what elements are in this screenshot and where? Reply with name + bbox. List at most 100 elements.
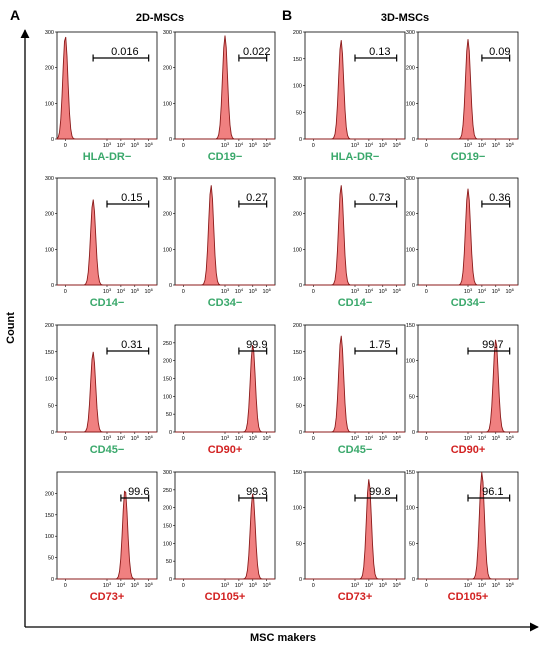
- group-title-3d: 3D-MSCs: [381, 12, 429, 24]
- y-tick-label: 250: [163, 488, 172, 494]
- histogram-3dmscs-cd90: 0 50 100 150 0 103 104 105 106 99.7 CD90+: [406, 323, 519, 456]
- y-tick-label: 100: [293, 247, 302, 253]
- x-tick-label: 104: [365, 141, 374, 149]
- histogram-2dmscs-cd14: 0 100 200 300 0 103 104 105 106 0.15 CD14−: [45, 176, 158, 309]
- panel-letter-b: B: [282, 7, 292, 23]
- histogram-peak: [418, 472, 518, 580]
- gate-percent-label: 0.27: [246, 192, 267, 204]
- plot-frame: [56, 31, 158, 140]
- y-tick-label: 0: [412, 283, 415, 289]
- x-tick-label: 103: [221, 141, 230, 149]
- marker-label: CD45−: [90, 444, 125, 456]
- x-tick-label: 106: [262, 434, 271, 442]
- x-tick-label: 104: [117, 287, 126, 295]
- y-tick-label: 200: [45, 323, 54, 329]
- histogram-3dmscs-cd73: 0 50 100 150 0 103 104 105 106 99.8 CD73+: [293, 470, 406, 603]
- x-tick-label: 105: [379, 434, 388, 442]
- y-tick-label: 0: [51, 283, 54, 289]
- x-tick-label: 103: [221, 287, 230, 295]
- y-tick-label: 200: [163, 66, 172, 72]
- y-tick-label: 0: [51, 577, 54, 583]
- x-tick-label: 106: [392, 434, 401, 442]
- x-tick-label: 104: [478, 141, 487, 149]
- plot-frame: [56, 177, 158, 286]
- plot-frame: [174, 324, 276, 433]
- y-tick-label: 0: [299, 430, 302, 436]
- gate-percent-label: 0.09: [489, 46, 510, 58]
- y-tick-label: 100: [293, 84, 302, 90]
- y-tick-label: 0: [412, 137, 415, 143]
- y-tick-label: 100: [406, 506, 415, 512]
- x-tick-label: 0: [182, 143, 185, 149]
- x-tick-label: 106: [392, 141, 401, 149]
- x-tick-label: 104: [365, 434, 374, 442]
- y-tick-label: 0: [169, 137, 172, 143]
- y-tick-label: 200: [293, 212, 302, 218]
- y-tick-label: 300: [163, 470, 172, 476]
- plot-frame: [417, 471, 519, 580]
- x-tick-label: 106: [505, 434, 514, 442]
- x-tick-label: 103: [221, 581, 230, 589]
- marker-label: CD73+: [90, 591, 125, 603]
- marker-label: CD14−: [90, 297, 125, 309]
- x-tick-label: 0: [312, 436, 315, 442]
- x-tick-label: 105: [131, 141, 140, 149]
- histogram-peak: [305, 479, 405, 580]
- x-tick-label: 103: [464, 287, 473, 295]
- histogram-peak: [305, 185, 405, 286]
- x-tick-label: 105: [131, 434, 140, 442]
- x-tick-label: 105: [249, 581, 258, 589]
- gate-percent-label: 0.022: [243, 46, 271, 58]
- gate-percent-label: 0.016: [111, 46, 139, 58]
- x-tick-label: 103: [351, 287, 360, 295]
- y-tick-label: 150: [293, 350, 302, 356]
- x-tick-label: 105: [379, 287, 388, 295]
- histogram-3dmscs-cd34: 0 100 200 300 0 103 104 105 106 0.36 CD34−: [406, 176, 519, 309]
- panel-letter-a: A: [10, 7, 20, 23]
- y-tick-label: 50: [48, 403, 54, 409]
- x-tick-label: 0: [64, 436, 67, 442]
- histogram-peak: [57, 199, 157, 286]
- x-tick-label: 104: [235, 287, 244, 295]
- x-tick-label: 0: [182, 289, 185, 295]
- y-tick-label: 150: [293, 57, 302, 63]
- y-tick-label: 150: [163, 524, 172, 530]
- plot-frame: [304, 324, 406, 433]
- gate-percent-label: 0.36: [489, 192, 510, 204]
- marker-label: CD90+: [451, 444, 486, 456]
- y-tick-label: 100: [45, 377, 54, 383]
- plot-frame: [304, 177, 406, 286]
- histogram-peak: [418, 339, 518, 433]
- histogram-2dmscs-cd19: 0 100 200 300 0 103 104 105 106 0.022 CD19−: [163, 30, 276, 163]
- x-tick-label: 105: [492, 141, 501, 149]
- gate-percent-label: 96.1: [482, 486, 503, 498]
- x-tick-label: 106: [505, 141, 514, 149]
- y-tick-label: 200: [293, 30, 302, 36]
- x-tick-label: 106: [144, 287, 153, 295]
- x-tick-label: 0: [64, 289, 67, 295]
- histogram-peak: [175, 493, 275, 580]
- x-tick-label: 103: [351, 581, 360, 589]
- gate-percent-label: 99.6: [128, 486, 149, 498]
- y-tick-label: 0: [169, 283, 172, 289]
- x-tick-label: 105: [131, 287, 140, 295]
- x-tick-label: 0: [425, 436, 428, 442]
- y-tick-label: 0: [51, 430, 54, 436]
- x-tick-label: 106: [392, 287, 401, 295]
- gate-percent-label: 1.75: [369, 339, 390, 351]
- histogram-3dmscs-cd19: 0 100 200 300 0 103 104 105 106 0.09 CD19−: [406, 30, 519, 163]
- x-tick-label: 105: [249, 434, 258, 442]
- x-tick-label: 105: [379, 581, 388, 589]
- x-tick-label: 104: [478, 434, 487, 442]
- y-tick-label: 200: [45, 212, 54, 218]
- x-tick-label: 106: [144, 141, 153, 149]
- marker-label: CD34−: [208, 297, 243, 309]
- x-tick-label: 0: [425, 143, 428, 149]
- histogram-2dmscs-cd73: 0 50 100 150 200 0 103 104 105 106 99.6 CD73+: [45, 471, 158, 603]
- x-tick-label: 0: [182, 436, 185, 442]
- x-tick-label: 106: [505, 581, 514, 589]
- histogram-2dmscs-cd45: 0 50 100 150 200 0 103 104 105 106 0.31 CD45−: [45, 323, 158, 456]
- x-tick-label: 106: [392, 581, 401, 589]
- x-tick-label: 0: [312, 143, 315, 149]
- histogram-3dmscs-cd45: 0 50 100 150 200 0 103 104 105 106 1.75 CD45−: [293, 323, 406, 456]
